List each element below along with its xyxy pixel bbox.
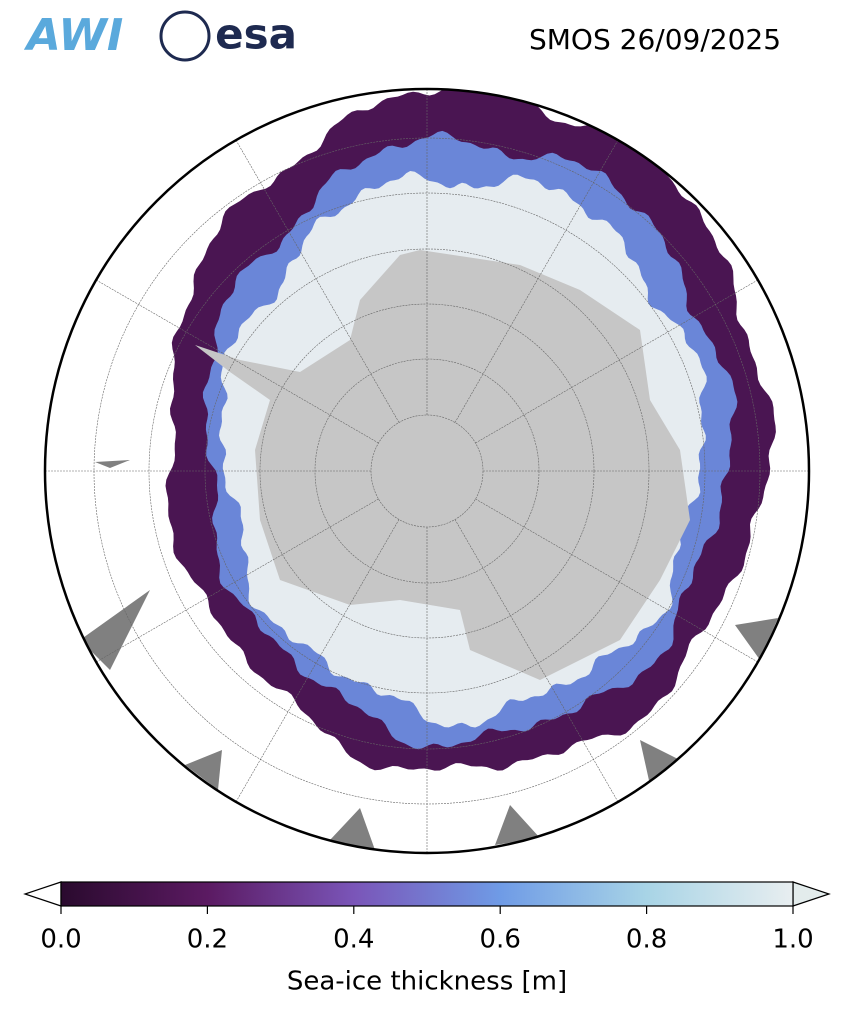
esa-logo: esa [215,10,297,59]
meridian [89,498,379,667]
map [45,89,809,853]
esa-logo-mark [159,10,211,62]
colorbar-ramp [60,881,794,907]
map-border [43,87,811,855]
graticule [45,89,809,853]
meridian [475,498,765,667]
colorbar-under [23,881,62,907]
colorbar-tick-label: 0.2 [187,925,228,955]
meridian [475,275,765,444]
colorbar [23,881,831,907]
meridian [454,519,623,809]
colorbar-tick-label: 0.0 [40,925,81,955]
meridian [231,133,400,423]
antarctica [195,250,690,680]
colorbar-tick-label: 0.4 [333,925,374,955]
meridian [89,275,379,444]
meridian [231,519,400,809]
colorbar-tick-label: 0.6 [480,925,521,955]
awi-logo: AWI [24,10,124,61]
meridian [454,133,623,423]
colorbar-tick-label: 0.8 [626,925,667,955]
colorbar-over [792,881,831,907]
colorbar-tick-label: 1.0 [772,925,813,955]
title: SMOS 26/09/2025 [529,23,781,56]
colorbar-label: Sea-ice thickness [m] [287,967,567,997]
